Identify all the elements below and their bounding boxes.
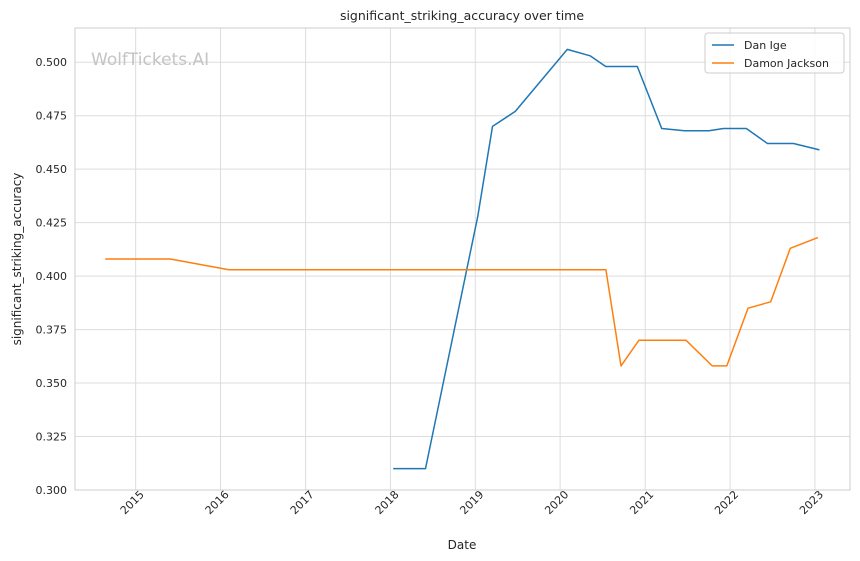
series-line-damon-jackson (105, 236, 819, 367)
y-tick-label: 0.475 (36, 110, 68, 123)
y-tick-label: 0.450 (36, 163, 68, 176)
legend-label-dan-ige: Dan Ige (744, 39, 787, 52)
legend-box (704, 32, 845, 74)
y-axis-title: significant_striking_accuracy (10, 173, 24, 346)
grid-layer (75, 28, 850, 491)
x-axis-title: Date (448, 538, 477, 552)
y-tick-label: 0.500 (36, 56, 68, 69)
y-tick-label: 0.325 (36, 431, 68, 444)
y-tick-label: 0.400 (36, 270, 68, 283)
legend: Dan Ige Damon Jackson (704, 32, 845, 74)
chart-title: significant_striking_accuracy over time (340, 8, 584, 23)
series-line-dan-ige (393, 48, 820, 470)
y-tick-label: 0.425 (36, 217, 68, 230)
legend-label-damon-jackson: Damon Jackson (744, 57, 829, 70)
y-tick-label: 0.350 (36, 377, 68, 390)
y-tick-label: 0.300 (36, 484, 68, 497)
y-tick-label: 0.375 (36, 324, 68, 337)
watermark: WolfTickets.AI (91, 50, 209, 70)
series-layer (105, 48, 820, 470)
plot-frame (74, 27, 851, 491)
